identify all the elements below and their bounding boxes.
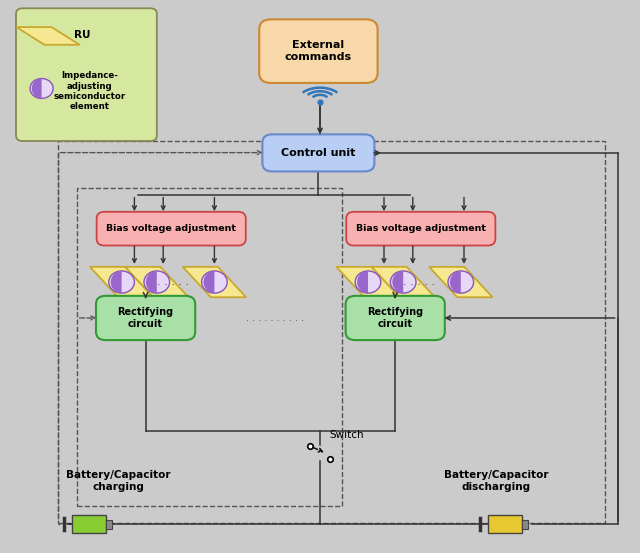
Text: Impedance-
adjusting
semiconductor
element: Impedance- adjusting semiconductor eleme…	[54, 71, 125, 111]
Bar	[72, 515, 106, 533]
FancyBboxPatch shape	[97, 212, 246, 246]
FancyBboxPatch shape	[346, 296, 445, 340]
Bar	[522, 520, 528, 529]
Polygon shape	[125, 267, 189, 298]
Text: . . . . . . . . . .: . . . . . . . . . .	[246, 313, 304, 323]
Circle shape	[390, 271, 416, 293]
Bar	[488, 515, 522, 533]
Circle shape	[109, 271, 134, 293]
Circle shape	[355, 271, 381, 293]
Polygon shape	[111, 271, 122, 293]
Bar	[19, 11, 154, 138]
Text: Bias voltage adjustment: Bias voltage adjustment	[356, 224, 486, 233]
Polygon shape	[183, 267, 246, 298]
Bar	[77, 188, 342, 506]
Polygon shape	[90, 267, 154, 298]
Circle shape	[202, 271, 227, 293]
Text: External
commands: External commands	[285, 40, 352, 62]
Bar	[106, 520, 112, 529]
FancyBboxPatch shape	[259, 19, 378, 83]
Text: Control unit: Control unit	[281, 148, 356, 158]
Text: Battery/Capacitor
discharging: Battery/Capacitor discharging	[444, 470, 548, 492]
FancyBboxPatch shape	[262, 134, 374, 171]
Polygon shape	[32, 79, 42, 98]
Polygon shape	[146, 271, 157, 293]
Text: Rectifying
circuit: Rectifying circuit	[367, 307, 423, 329]
Text: . . . . .: . . . . .	[157, 277, 189, 287]
Circle shape	[30, 79, 53, 98]
Polygon shape	[371, 267, 435, 298]
FancyBboxPatch shape	[96, 296, 195, 340]
Text: Switch: Switch	[330, 430, 364, 440]
FancyBboxPatch shape	[346, 212, 495, 246]
Polygon shape	[17, 27, 80, 45]
Text: Bias voltage adjustment: Bias voltage adjustment	[106, 224, 236, 233]
Polygon shape	[392, 271, 403, 293]
Polygon shape	[337, 267, 399, 298]
Circle shape	[144, 271, 170, 293]
Text: Rectifying
circuit: Rectifying circuit	[118, 307, 173, 329]
Text: RU: RU	[74, 30, 90, 40]
Polygon shape	[204, 271, 214, 293]
Polygon shape	[357, 271, 368, 293]
Text: . . . . .: . . . . .	[403, 277, 435, 287]
Text: Battery/Capacitor
charging: Battery/Capacitor charging	[66, 470, 171, 492]
FancyBboxPatch shape	[16, 8, 157, 141]
Polygon shape	[429, 267, 493, 298]
Polygon shape	[450, 271, 461, 293]
Bar	[58, 141, 605, 523]
Circle shape	[448, 271, 474, 293]
Bar	[35, 111, 627, 539]
